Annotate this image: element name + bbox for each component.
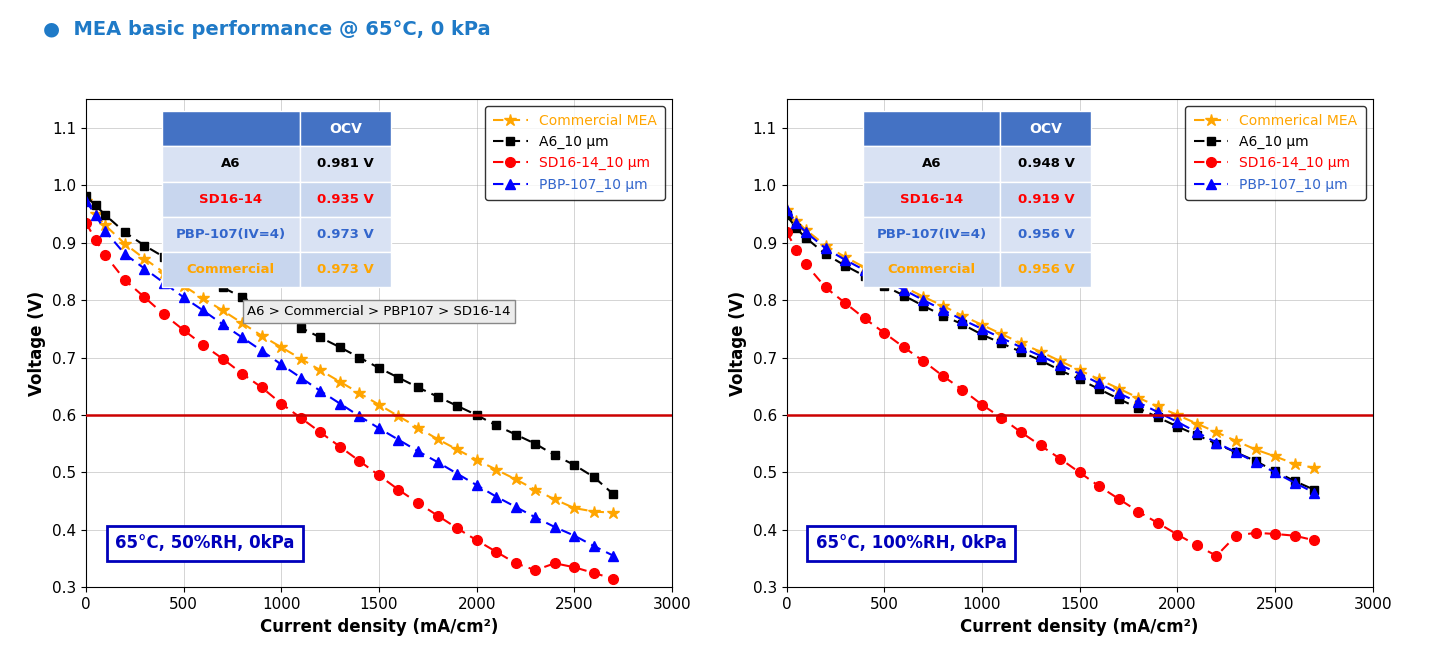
- FancyBboxPatch shape: [300, 252, 390, 287]
- Text: SD16-14: SD16-14: [899, 193, 964, 206]
- FancyBboxPatch shape: [1001, 252, 1091, 287]
- X-axis label: Current density (mA/cm²): Current density (mA/cm²): [961, 618, 1198, 636]
- Text: 0.956 V: 0.956 V: [1018, 228, 1074, 241]
- Text: 65°C, 50%RH, 0kPa: 65°C, 50%RH, 0kPa: [114, 535, 295, 552]
- FancyBboxPatch shape: [862, 216, 1001, 252]
- FancyBboxPatch shape: [162, 252, 300, 287]
- FancyBboxPatch shape: [862, 112, 1001, 147]
- FancyBboxPatch shape: [162, 147, 300, 182]
- Text: Commercial: Commercial: [187, 263, 275, 276]
- X-axis label: Current density (mA/cm²): Current density (mA/cm²): [260, 618, 498, 636]
- FancyBboxPatch shape: [1001, 216, 1091, 252]
- FancyBboxPatch shape: [1001, 112, 1091, 147]
- Text: PBP-107(IV=4): PBP-107(IV=4): [877, 228, 987, 241]
- FancyBboxPatch shape: [862, 252, 1001, 287]
- Text: PBP-107(IV=4): PBP-107(IV=4): [176, 228, 286, 241]
- Text: OCV: OCV: [329, 122, 362, 136]
- FancyBboxPatch shape: [300, 147, 390, 182]
- FancyBboxPatch shape: [162, 216, 300, 252]
- Legend: Commercial MEA, A6_10 μm, SD16-14_10 μm, PBP-107_10 μm: Commercial MEA, A6_10 μm, SD16-14_10 μm,…: [485, 106, 665, 200]
- Text: A6: A6: [922, 158, 941, 170]
- Text: 0.981 V: 0.981 V: [317, 158, 373, 170]
- Text: ●  MEA basic performance @ 65°C, 0 kPa: ● MEA basic performance @ 65°C, 0 kPa: [43, 20, 490, 39]
- FancyBboxPatch shape: [162, 182, 300, 216]
- FancyBboxPatch shape: [1001, 147, 1091, 182]
- Text: SD16-14: SD16-14: [199, 193, 263, 206]
- FancyBboxPatch shape: [300, 112, 390, 147]
- FancyBboxPatch shape: [300, 182, 390, 216]
- FancyBboxPatch shape: [862, 147, 1001, 182]
- FancyBboxPatch shape: [300, 216, 390, 252]
- Text: 0.956 V: 0.956 V: [1018, 263, 1074, 276]
- Text: A6 > Commercial > PBP107 > SD16-14: A6 > Commercial > PBP107 > SD16-14: [247, 305, 511, 318]
- Text: 0.935 V: 0.935 V: [317, 193, 373, 206]
- FancyBboxPatch shape: [1001, 182, 1091, 216]
- Legend: Commerical MEA, A6_10 μm, SD16-14_10 μm, PBP-107_10 μm: Commerical MEA, A6_10 μm, SD16-14_10 μm,…: [1185, 106, 1366, 200]
- Text: 0.919 V: 0.919 V: [1018, 193, 1074, 206]
- Text: OCV: OCV: [1030, 122, 1062, 136]
- Text: 0.973 V: 0.973 V: [317, 228, 373, 241]
- Y-axis label: Voltage (V): Voltage (V): [29, 290, 46, 396]
- Text: Commercial: Commercial: [888, 263, 975, 276]
- Text: 0.973 V: 0.973 V: [317, 263, 373, 276]
- Y-axis label: Voltage (V): Voltage (V): [729, 290, 746, 396]
- FancyBboxPatch shape: [862, 182, 1001, 216]
- Text: A6: A6: [222, 158, 240, 170]
- Text: 0.948 V: 0.948 V: [1018, 158, 1074, 170]
- FancyBboxPatch shape: [162, 112, 300, 147]
- Text: 65°C, 100%RH, 0kPa: 65°C, 100%RH, 0kPa: [815, 535, 1007, 552]
